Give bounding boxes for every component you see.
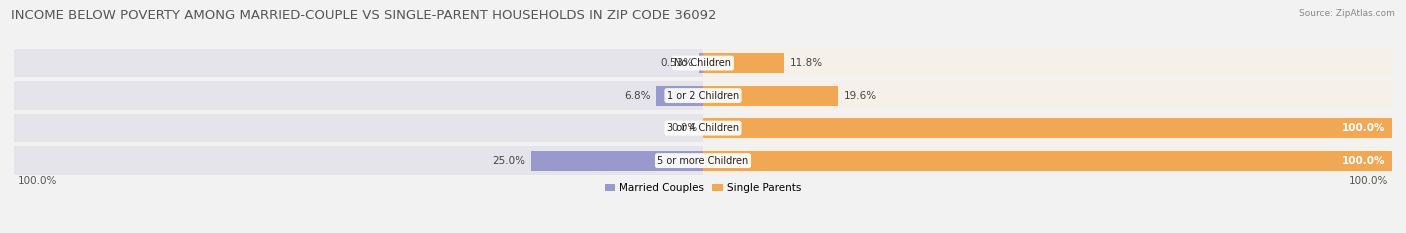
- Text: 100.0%: 100.0%: [17, 176, 56, 186]
- Bar: [703, 151, 1392, 171]
- Text: 100.0%: 100.0%: [1350, 176, 1389, 186]
- Text: 3 or 4 Children: 3 or 4 Children: [666, 123, 740, 133]
- Text: 6.8%: 6.8%: [624, 91, 651, 101]
- Bar: [657, 86, 703, 106]
- Text: 5 or more Children: 5 or more Children: [658, 156, 748, 166]
- Bar: [703, 114, 1392, 142]
- Text: 19.6%: 19.6%: [844, 91, 877, 101]
- Bar: [703, 146, 1392, 175]
- Text: 0.0%: 0.0%: [671, 123, 697, 133]
- Bar: [703, 81, 1392, 110]
- Text: No Children: No Children: [675, 58, 731, 68]
- Text: Source: ZipAtlas.com: Source: ZipAtlas.com: [1299, 9, 1395, 18]
- Text: 100.0%: 100.0%: [1341, 156, 1385, 166]
- Bar: [14, 146, 703, 175]
- Text: 25.0%: 25.0%: [492, 156, 526, 166]
- Bar: [14, 49, 703, 77]
- Text: 100.0%: 100.0%: [1341, 123, 1385, 133]
- Text: 0.53%: 0.53%: [661, 58, 693, 68]
- Bar: [703, 53, 785, 73]
- Text: INCOME BELOW POVERTY AMONG MARRIED-COUPLE VS SINGLE-PARENT HOUSEHOLDS IN ZIP COD: INCOME BELOW POVERTY AMONG MARRIED-COUPL…: [11, 9, 717, 22]
- Legend: Married Couples, Single Parents: Married Couples, Single Parents: [605, 183, 801, 193]
- Bar: [14, 114, 703, 142]
- Bar: [703, 118, 1392, 138]
- Bar: [531, 151, 703, 171]
- Bar: [703, 49, 1392, 77]
- Bar: [14, 81, 703, 110]
- Bar: [703, 86, 838, 106]
- Text: 1 or 2 Children: 1 or 2 Children: [666, 91, 740, 101]
- Bar: [699, 53, 703, 73]
- Text: 11.8%: 11.8%: [790, 58, 823, 68]
